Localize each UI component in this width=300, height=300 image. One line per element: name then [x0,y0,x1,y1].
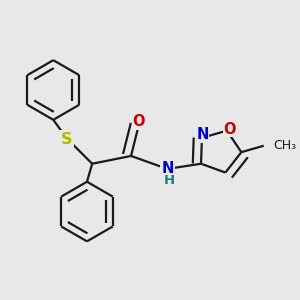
Text: O: O [224,122,236,137]
Text: N: N [161,161,173,176]
Text: H: H [163,174,174,187]
Text: S: S [61,132,72,147]
Text: O: O [133,114,145,129]
Text: CH₃: CH₃ [274,139,297,152]
Text: N: N [196,127,209,142]
